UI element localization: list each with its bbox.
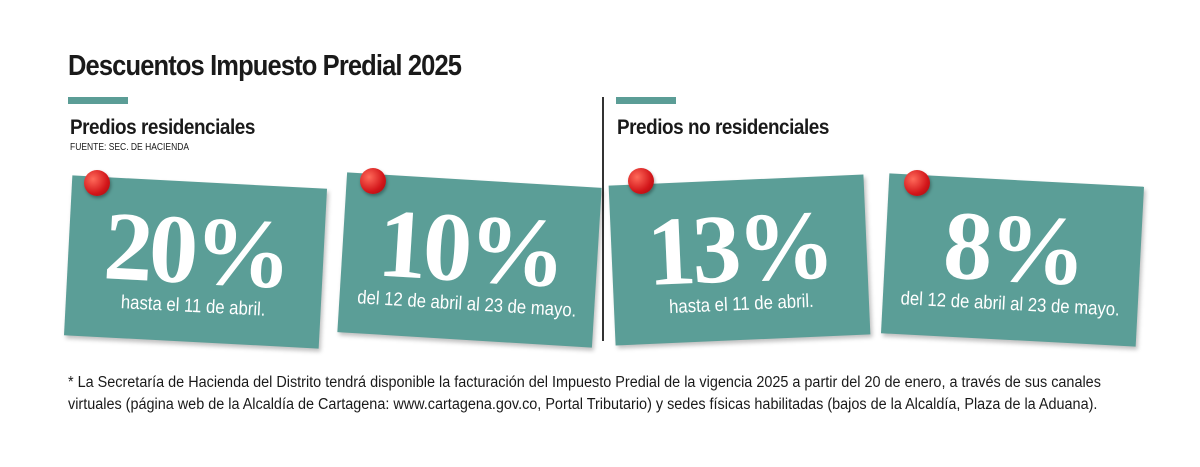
discount-card: 10% del 12 de abril al 23 de mayo.: [337, 172, 602, 348]
pushpin: [904, 170, 930, 196]
discount-percent: 20%: [101, 192, 291, 310]
accent-bar: [616, 97, 676, 104]
discount-card: 8% del 12 de abril al 23 de mayo.: [880, 173, 1145, 347]
section-heading: Predios no residenciales: [617, 116, 829, 139]
accent-bar: [68, 97, 128, 104]
pushpin: [84, 170, 110, 196]
footnote-line: * La Secretaría de Hacienda del Distrito…: [68, 374, 1101, 391]
discount-card: 20% hasta el 11 de abril.: [63, 175, 328, 349]
section-heading: Predios residenciales: [70, 116, 255, 139]
pushpin: [360, 168, 386, 194]
source: FUENTE: SEC. DE HACIENDA: [70, 142, 190, 153]
divider: [602, 97, 604, 341]
pushpin: [628, 168, 654, 194]
discount-percent: 13%: [644, 191, 834, 307]
footnote-line: virtuales (página web de la Alcaldía de …: [68, 396, 1098, 413]
discount-card: 13% hasta el 11 de abril.: [608, 174, 871, 346]
title: Descuentos Impuesto Predial 2025: [68, 50, 462, 82]
discount-percent: 8%: [940, 191, 1086, 307]
